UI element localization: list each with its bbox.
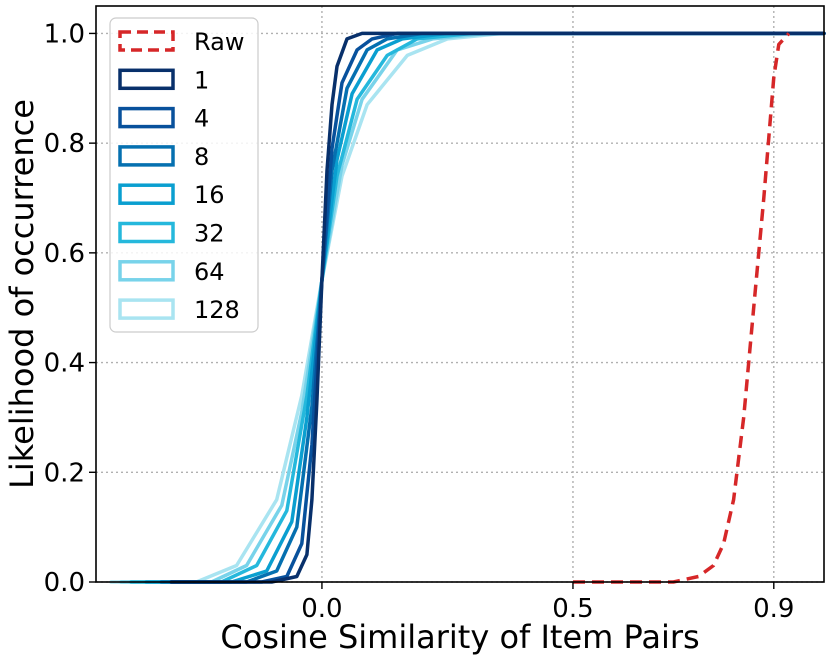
series-line-8 <box>159 31 826 584</box>
legend-label-4: 4 <box>194 105 209 133</box>
y-tick-label-1: 0.2 <box>44 458 85 488</box>
x-axis-label: Cosine Similarity of Item Pairs <box>220 618 699 656</box>
legend-swatch-128 <box>118 298 175 320</box>
legend: Raw 1 4 8 16 32 64 128 <box>109 17 259 333</box>
legend-label-16: 16 <box>194 181 225 209</box>
axis-ticks: 0.0 0.5 0.9 0.0 0.2 0.4 0.6 0.8 1.0 <box>44 19 795 624</box>
series-line-Raw <box>573 32 791 584</box>
x-tick-label-2: 0.9 <box>753 594 794 624</box>
series-line-4 <box>169 31 826 584</box>
legend-box <box>109 17 259 333</box>
x-tick-label-0: 0.0 <box>301 594 342 624</box>
legend-label-Raw: Raw <box>194 28 244 56</box>
legend-swatch-1 <box>118 68 175 91</box>
y-tick-label-2: 0.4 <box>44 349 85 379</box>
legend-swatch-Raw <box>118 30 175 52</box>
legend-swatch-8 <box>118 145 175 167</box>
y-axis-label: Likelihood of occurrence <box>3 99 41 489</box>
legend-label-1: 1 <box>194 66 209 94</box>
x-tick-label-1: 0.5 <box>552 594 593 624</box>
legend-label-32: 32 <box>194 220 225 248</box>
y-tick-label-4: 0.8 <box>44 129 85 159</box>
legend-label-64: 64 <box>194 258 225 286</box>
plot-frame <box>95 5 825 583</box>
series-line-16 <box>144 31 826 584</box>
series-line-1 <box>169 31 826 584</box>
legend-label-128: 128 <box>194 296 240 324</box>
series-lines <box>109 31 826 584</box>
legend-swatch-32 <box>118 221 175 244</box>
legend-swatch-16 <box>118 183 175 205</box>
y-tick-label-3: 0.6 <box>44 239 85 269</box>
legend-label-8: 8 <box>194 143 209 171</box>
y-tick-label-5: 1.0 <box>44 19 85 49</box>
legend-swatch-64 <box>118 260 175 282</box>
y-tick-label-0: 0.0 <box>44 568 85 598</box>
legend-swatch-4 <box>118 106 175 129</box>
